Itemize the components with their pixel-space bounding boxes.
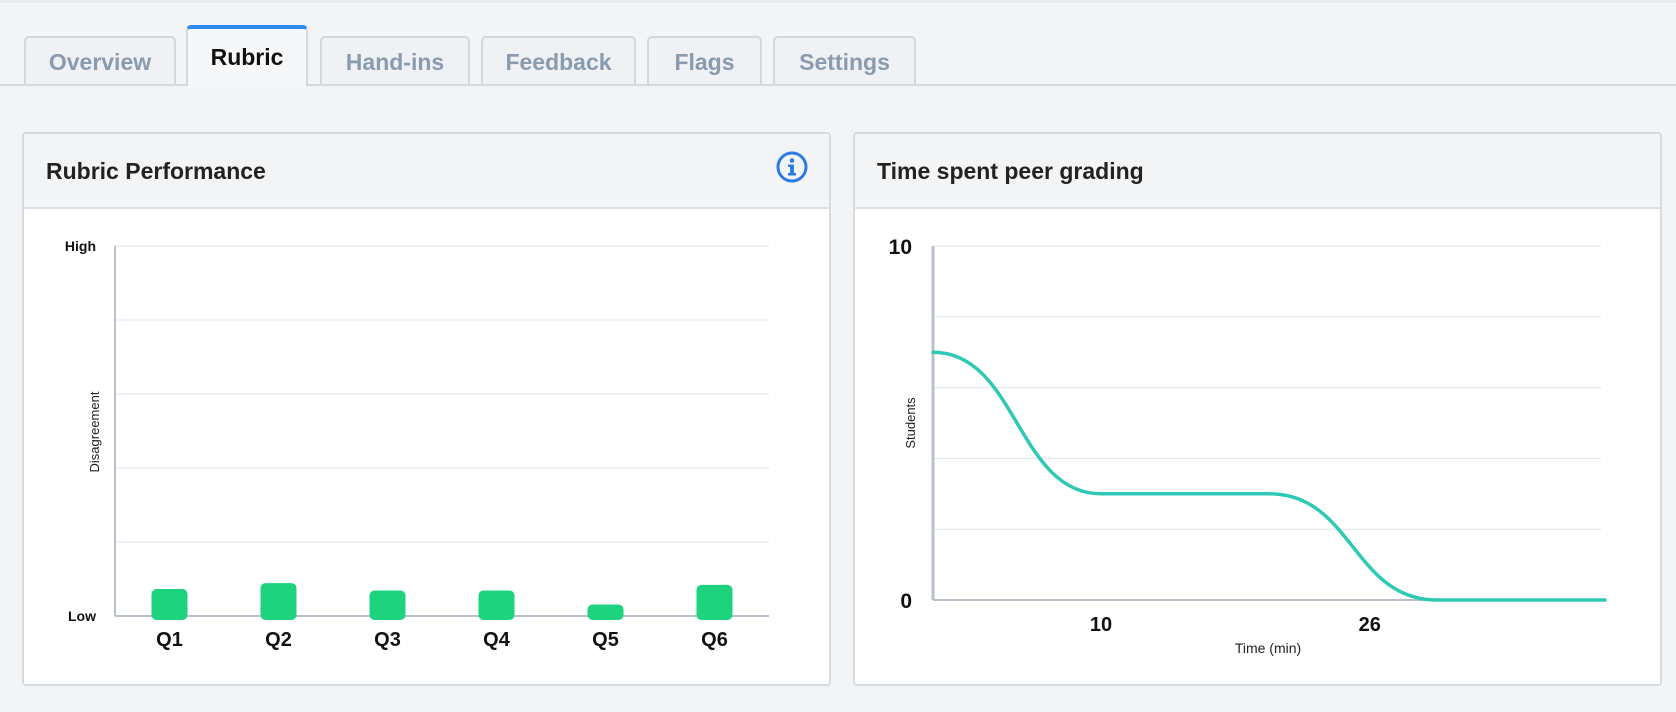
line-x-tick-26: 26 — [1359, 614, 1381, 636]
tab-overview[interactable]: Overview — [24, 36, 176, 86]
bar-q2 — [260, 583, 297, 620]
line-y-tick-10: 10 — [889, 236, 912, 259]
line-chart-grid — [933, 245, 1601, 530]
info-circle-icon[interactable] — [775, 150, 809, 184]
tab-flags[interactable]: Flags — [647, 36, 762, 86]
time-panel-title: Time spent peer grading — [877, 158, 1144, 184]
tab-settings[interactable]: Settings — [773, 36, 916, 86]
rubric-bar-chart: High Low Disagreement Q1 Q2 Q3 Q4 Q5 Q6 — [65, 238, 769, 651]
bar-x-tick-q2: Q2 — [265, 629, 292, 651]
line-y-axis-label: Students — [903, 397, 918, 449]
rubric-panel-header: Rubric Performance — [24, 134, 829, 209]
bar-q5 — [587, 604, 624, 620]
tab-feedback[interactable]: Feedback — [481, 36, 636, 86]
time-line-chart: Students Time (min) 0 10 10 26 — [889, 236, 1607, 656]
line-series-students — [931, 350, 1607, 602]
time-spent-panel: Time spent peer grading Students Time (m… — [853, 132, 1662, 686]
bar-x-tick-q4: Q4 — [483, 629, 511, 651]
line-y-tick-0: 0 — [900, 590, 912, 613]
tab-hand-ins[interactable]: Hand-ins — [320, 36, 470, 86]
top-strip — [0, 0, 1676, 3]
bar-q1 — [151, 588, 188, 620]
line-x-tick-10: 10 — [1090, 614, 1112, 636]
line-x-axis-label: Time (min) — [1235, 640, 1301, 656]
tab-divider — [0, 84, 1676, 86]
bar-marks: Q1 Q2 Q3 Q4 Q5 Q6 — [151, 583, 733, 651]
bar-q4 — [478, 590, 515, 620]
bar-x-tick-q5: Q5 — [592, 629, 619, 651]
bar-chart-grid — [115, 245, 769, 543]
bar-y-tick-low: Low — [68, 608, 96, 624]
bar-x-tick-q1: Q1 — [156, 629, 183, 651]
bar-q6 — [696, 584, 733, 620]
tab-rubric[interactable]: Rubric — [186, 25, 308, 88]
time-panel-header: Time spent peer grading — [855, 134, 1660, 209]
bar-x-tick-q3: Q3 — [374, 629, 401, 651]
bar-y-axis-label: Disagreement — [87, 391, 102, 472]
rubric-performance-panel: Rubric Performance High Low Disagreement… — [22, 132, 831, 686]
bar-y-tick-high: High — [65, 238, 96, 254]
line-ticks: 0 10 10 26 — [889, 236, 1381, 636]
bar-q3 — [369, 590, 406, 620]
tab-bar: Overview Rubric Hand-ins Feedback Flags … — [0, 0, 1676, 88]
rubric-panel-title: Rubric Performance — [46, 158, 266, 184]
bar-x-tick-q6: Q6 — [701, 629, 728, 651]
